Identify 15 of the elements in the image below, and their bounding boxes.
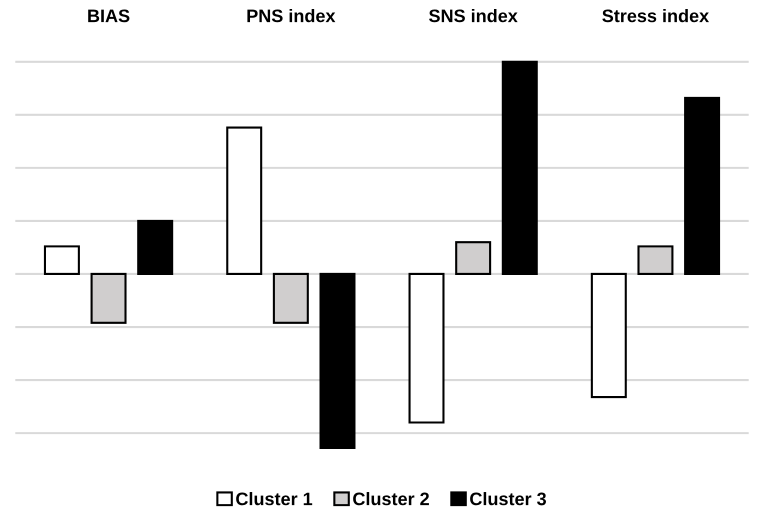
bar [226, 126, 262, 276]
x-tick-label: PNS index [247, 8, 336, 22]
bar [319, 272, 356, 450]
bar [137, 220, 174, 276]
x-tick-label: Stress index [602, 8, 710, 22]
x-tick-label: SNS index [429, 8, 518, 22]
legend-label: Cluster 2 [353, 492, 429, 506]
legend-label: Cluster 1 [236, 492, 312, 506]
legend-label: Cluster 3 [470, 492, 546, 506]
bar [408, 272, 445, 424]
bar [502, 60, 538, 276]
bar [590, 272, 627, 398]
x-tick-label: BIAS [88, 9, 130, 22]
bar [684, 96, 720, 276]
bar [44, 245, 80, 276]
